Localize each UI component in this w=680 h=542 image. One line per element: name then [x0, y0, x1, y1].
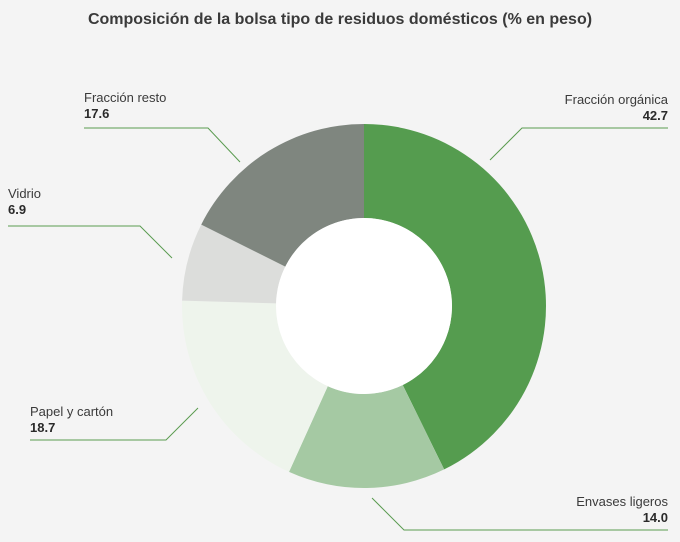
slice-label-papel-y-carton: Papel y cartón — [30, 404, 113, 419]
slice-value-fraccion-resto: 17.6 — [84, 106, 109, 121]
slice-fraccion-resto — [201, 124, 364, 267]
donut-hole — [276, 218, 452, 394]
leader-line-vidrio — [8, 225, 173, 259]
leader-line-papel-y-carton — [30, 407, 199, 441]
slice-vidrio — [182, 224, 286, 304]
slice-label-vidrio: Vidrio — [8, 186, 41, 201]
leader-lines — [8, 127, 668, 531]
slice-label-envases-ligeros: Envases ligeros — [576, 494, 668, 509]
donut-slices — [182, 124, 546, 488]
slice-papel-y-carton — [182, 300, 328, 472]
leader-line-fraccion-organica — [489, 127, 668, 161]
leader-line-envases-ligeros — [371, 497, 668, 531]
chart-title: Composición de la bolsa tipo de residuos… — [87, 11, 593, 28]
leader-line-fraccion-resto — [84, 127, 241, 163]
slice-value-vidrio: 6.9 — [8, 202, 26, 217]
slice-envases-ligeros — [289, 385, 445, 488]
slice-fraccion-organica — [364, 124, 546, 470]
slice-label-fraccion-organica: Fracción orgánica — [565, 92, 669, 107]
slice-value-fraccion-organica: 42.7 — [643, 108, 668, 123]
slice-value-papel-y-carton: 18.7 — [30, 420, 55, 435]
slice-value-envases-ligeros: 14.0 — [643, 510, 668, 525]
slice-label-fraccion-resto: Fracción resto — [84, 90, 166, 105]
